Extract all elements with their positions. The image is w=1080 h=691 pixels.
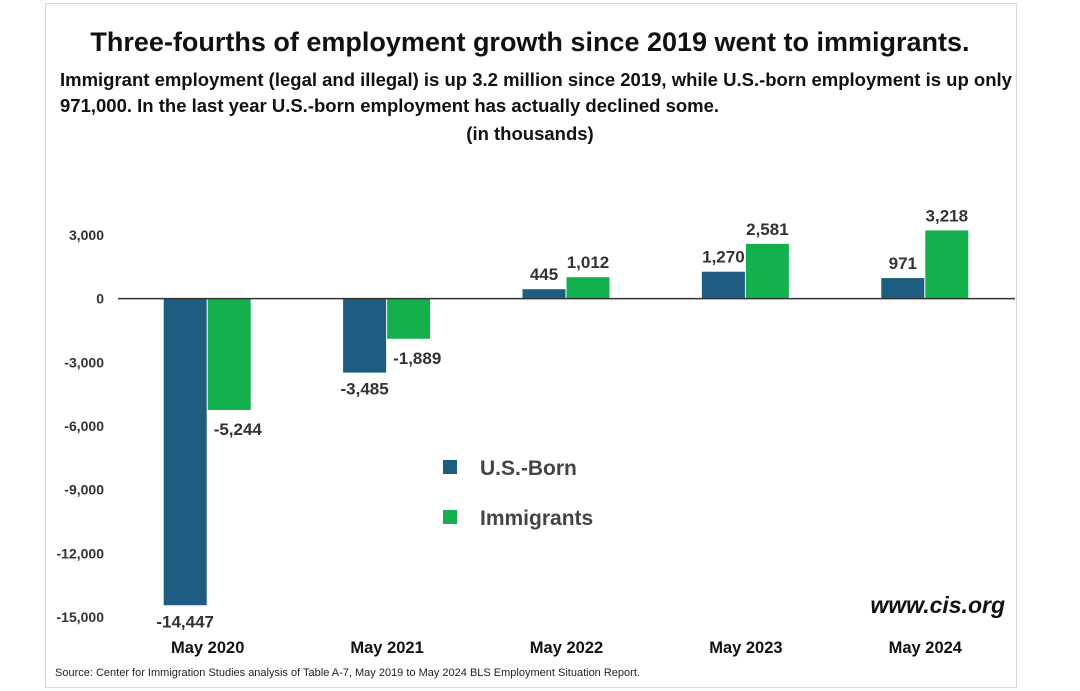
data-label: 1,012 <box>567 253 610 272</box>
watermark: www.cis.org <box>870 592 1005 618</box>
chart-subtitle: Immigrant employment (legal and illegal)… <box>60 69 1012 116</box>
bar-immigrants <box>925 230 969 299</box>
chart-unit-note: (in thousands) <box>466 123 594 144</box>
legend-label: Immigrants <box>480 507 593 530</box>
x-category-label: May 2020 <box>171 639 244 657</box>
y-tick-label: -12,000 <box>57 545 105 561</box>
data-label: -14,447 <box>156 612 214 631</box>
legend-swatch <box>443 510 457 524</box>
x-category-label: May 2021 <box>350 639 423 657</box>
bar-immigrants <box>207 298 251 410</box>
bar-immigrants <box>745 243 789 299</box>
bar-us-born <box>881 278 925 299</box>
chart-title: Three-fourths of employment growth since… <box>90 27 970 57</box>
bar-immigrants <box>387 298 431 339</box>
bar-immigrants <box>566 277 610 299</box>
y-tick-label: -15,000 <box>57 609 105 625</box>
data-label: 3,218 <box>926 206 969 225</box>
chart-frame <box>45 3 1017 688</box>
data-label: -5,244 <box>214 420 263 439</box>
y-tick-label: 0 <box>96 291 104 307</box>
x-category-label: May 2022 <box>530 639 603 657</box>
data-label: -1,889 <box>393 349 441 368</box>
source-note: Source: Center for Immigration Studies a… <box>55 667 640 679</box>
bar-us-born <box>522 289 566 299</box>
data-label: 971 <box>889 254 917 273</box>
legend-swatch <box>443 460 457 474</box>
y-tick-label: -3,000 <box>64 354 104 370</box>
bar-us-born <box>343 298 387 373</box>
data-label: 1,270 <box>702 248 745 267</box>
y-tick-label: -9,000 <box>64 482 104 498</box>
x-category-label: May 2024 <box>889 639 963 657</box>
bar-us-born <box>701 271 745 299</box>
y-tick-label: -6,000 <box>64 418 104 434</box>
data-label: -3,485 <box>340 380 388 399</box>
y-tick-label: 3,000 <box>69 227 104 243</box>
data-label: 2,581 <box>746 220 789 239</box>
legend-label: U.S.-Born <box>480 457 577 480</box>
x-category-label: May 2023 <box>709 639 782 657</box>
data-label: 445 <box>530 265 558 284</box>
bar-us-born <box>163 298 207 606</box>
